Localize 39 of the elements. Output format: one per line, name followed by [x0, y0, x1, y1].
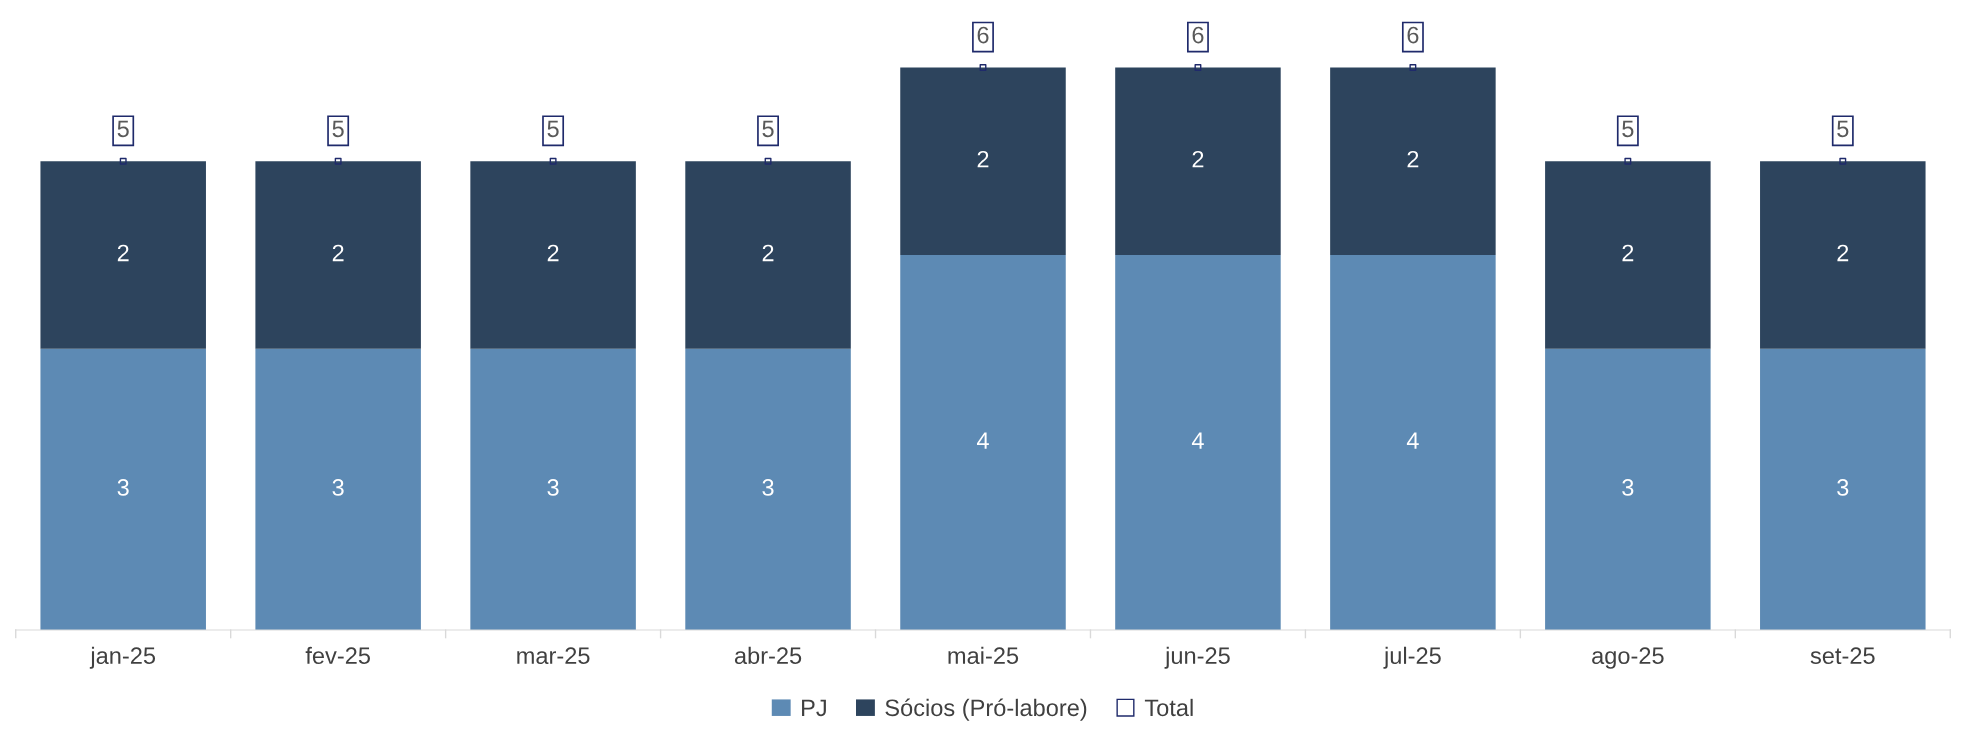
x-tick-label: mar-25 [517, 647, 590, 665]
data-label: 5 [1622, 120, 1634, 138]
data-label: 2 [1407, 150, 1419, 168]
data-label: 4 [1191, 432, 1204, 449]
data-label: 5 [117, 120, 129, 138]
x-tick-label: jun-25 [1164, 646, 1230, 669]
x-tick-label: mai-25 [948, 646, 1019, 665]
data-label: 5 [547, 120, 559, 138]
data-label: 5 [762, 120, 774, 138]
data-label: 5 [1837, 120, 1849, 138]
data-label: 3 [762, 479, 774, 496]
legend-label: Sócios (Pró-labore) [885, 698, 1087, 721]
data-label: 5 [332, 120, 344, 138]
data-label: 3 [547, 479, 559, 496]
data-label: 4 [976, 432, 989, 449]
data-label: 3 [1622, 479, 1634, 496]
data-label: 6 [1407, 26, 1419, 44]
data-label: 6 [977, 26, 989, 44]
data-label: 6 [1192, 26, 1204, 44]
data-label: 2 [977, 150, 989, 168]
data-label: 2 [117, 244, 129, 262]
data-label: 2 [1837, 244, 1849, 262]
data-label: 2 [1622, 244, 1634, 262]
x-tick-label: jul-25 [1383, 646, 1441, 669]
data-label: 2 [547, 244, 559, 262]
legend-label: PJ [802, 699, 826, 717]
data-label: 2 [762, 244, 774, 262]
data-label: 3 [117, 479, 129, 496]
data-label: 2 [332, 244, 344, 262]
data-label: 3 [332, 479, 344, 496]
x-tick-label: fev-25 [305, 646, 370, 665]
data-label: 4 [1406, 432, 1419, 449]
x-tick-label: abr-25 [734, 646, 802, 665]
data-label: 3 [1837, 479, 1849, 496]
x-tick-label: set-25 [1810, 647, 1875, 665]
x-tick-label: jan-25 [89, 646, 156, 669]
legend-label: Total [1144, 698, 1193, 717]
data-label: 2 [1192, 150, 1204, 168]
x-tick-label: ago-25 [1592, 647, 1664, 669]
